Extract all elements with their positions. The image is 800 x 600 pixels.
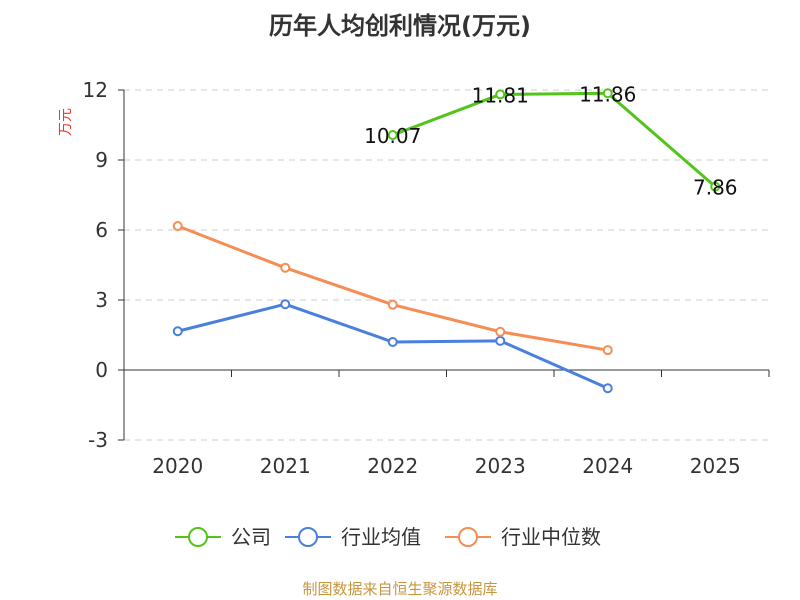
legend-marker-icon <box>298 527 318 547</box>
data-labels: 10.07 11.81 11.86 7.86 <box>364 82 737 199</box>
data-label: 10.07 <box>364 124 421 148</box>
source-footer: 制图数据来自恒生聚源数据库 <box>302 580 497 598</box>
series-line-2 <box>177 224 609 352</box>
legend[interactable]: 公司 行业均值 行业中位数 <box>175 525 601 549</box>
data-point[interactable] <box>710 181 721 192</box>
y-tick-label: -3 <box>88 428 108 452</box>
legend-item-2[interactable]: 行业中位数 <box>445 525 601 549</box>
y-tick-label: 9 <box>95 148 108 172</box>
data-point[interactable] <box>387 130 398 141</box>
x-tick-label: 2023 <box>475 454 526 478</box>
legend-item-1[interactable]: 行业均值 <box>285 525 421 549</box>
series-line-0 <box>392 91 717 188</box>
data-point[interactable] <box>280 262 291 273</box>
legend-item-0[interactable]: 公司 <box>175 525 271 549</box>
data-point[interactable] <box>280 299 291 310</box>
legend-label: 行业均值 <box>341 525 421 549</box>
data-point[interactable] <box>602 345 613 356</box>
data-point[interactable] <box>172 326 183 337</box>
axes: -3 0 3 6 9 12 2020 2021 2022 2023 2024 2025 <box>83 78 770 478</box>
data-point[interactable] <box>172 221 183 232</box>
data-point[interactable] <box>495 335 506 346</box>
data-point[interactable] <box>602 88 613 99</box>
grid-lines <box>124 89 769 441</box>
y-tick-label: 12 <box>83 78 108 102</box>
x-tick-label: 2025 <box>690 454 741 478</box>
data-point[interactable] <box>495 89 506 100</box>
legend-marker-icon <box>458 527 478 547</box>
x-tick-label: 2020 <box>152 454 203 478</box>
series-lines <box>172 88 721 394</box>
legend-label: 行业中位数 <box>501 525 601 549</box>
legend-label: 公司 <box>231 525 271 549</box>
x-tick-label: 2022 <box>367 454 418 478</box>
data-point[interactable] <box>387 337 398 347</box>
y-tick-label: 3 <box>95 288 108 312</box>
data-label: 11.81 <box>472 83 529 107</box>
y-axis-label: 万元 <box>58 108 74 136</box>
data-label: 7.86 <box>693 176 738 200</box>
x-tick-label: 2024 <box>582 454 633 478</box>
y-tick-label: 6 <box>95 218 108 242</box>
data-label: 11.86 <box>579 82 636 106</box>
chart-title: 历年人均创利情况(万元) <box>269 12 531 40</box>
x-tick-label: 2021 <box>260 454 311 478</box>
legend-marker-icon <box>188 527 208 547</box>
y-tick-label: 0 <box>95 358 108 382</box>
data-point[interactable] <box>602 383 613 394</box>
data-point[interactable] <box>495 326 506 337</box>
data-point[interactable] <box>387 299 398 310</box>
